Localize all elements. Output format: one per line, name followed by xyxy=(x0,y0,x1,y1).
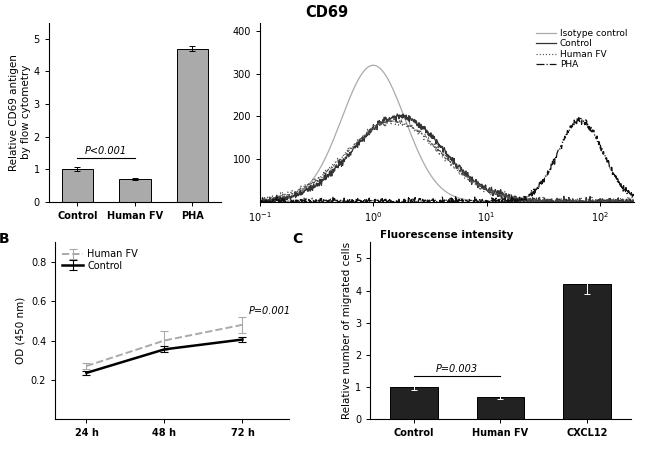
Bar xyxy=(476,396,525,419)
Y-axis label: Relative CD69 antigen
by flow cytometry: Relative CD69 antigen by flow cytometry xyxy=(9,53,31,171)
Bar xyxy=(119,179,151,202)
Bar xyxy=(390,387,437,419)
Legend: Isotype control, Control, Human FV, PHA: Isotype control, Control, Human FV, PHA xyxy=(535,27,629,71)
Legend: Human FV, Control: Human FV, Control xyxy=(60,247,140,273)
Text: P=0.001: P=0.001 xyxy=(249,306,291,316)
Bar xyxy=(62,169,93,202)
Text: P=0.003: P=0.003 xyxy=(436,364,478,374)
Text: C: C xyxy=(292,232,303,246)
Bar xyxy=(177,48,208,202)
Text: CD69: CD69 xyxy=(305,5,348,20)
X-axis label: Fluorescense intensity: Fluorescense intensity xyxy=(380,230,514,240)
Text: B: B xyxy=(0,232,10,246)
Text: P<0.001: P<0.001 xyxy=(85,146,127,156)
Bar xyxy=(564,284,611,419)
Y-axis label: OD (450 nm): OD (450 nm) xyxy=(16,297,25,364)
Y-axis label: Relative number of migrated cells: Relative number of migrated cells xyxy=(343,242,352,419)
